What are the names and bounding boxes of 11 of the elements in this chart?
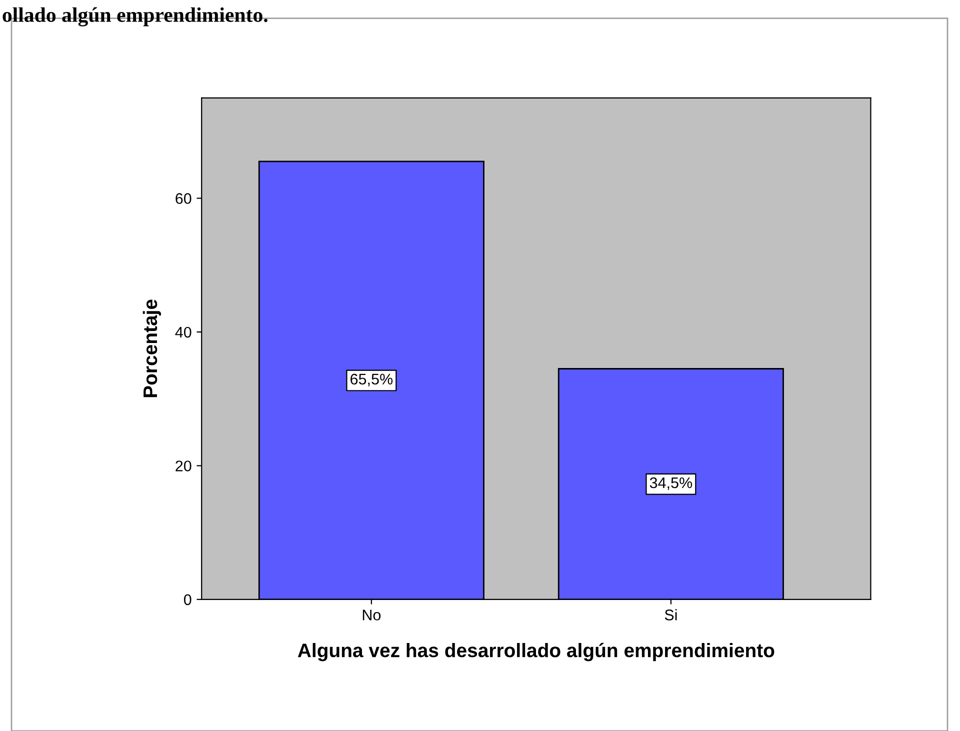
y-tick-label: 60 [176,193,192,204]
data-label: 65,5% [350,374,393,386]
y-tick-label: 0 [184,594,192,606]
x-tick-label: Si [664,609,677,620]
x-axis-title: Alguna vez has desarrollado algún emprendimiento [298,642,774,662]
y-axis-title: Porcentaje [142,300,161,398]
data-label: 34,5% [650,477,692,490]
y-tick-label: 40 [175,326,192,338]
y-tick-label: 20 [176,460,192,472]
x-tick-label: No [362,610,381,620]
chart-title: ollado algún emprendimiento. [2,7,268,26]
